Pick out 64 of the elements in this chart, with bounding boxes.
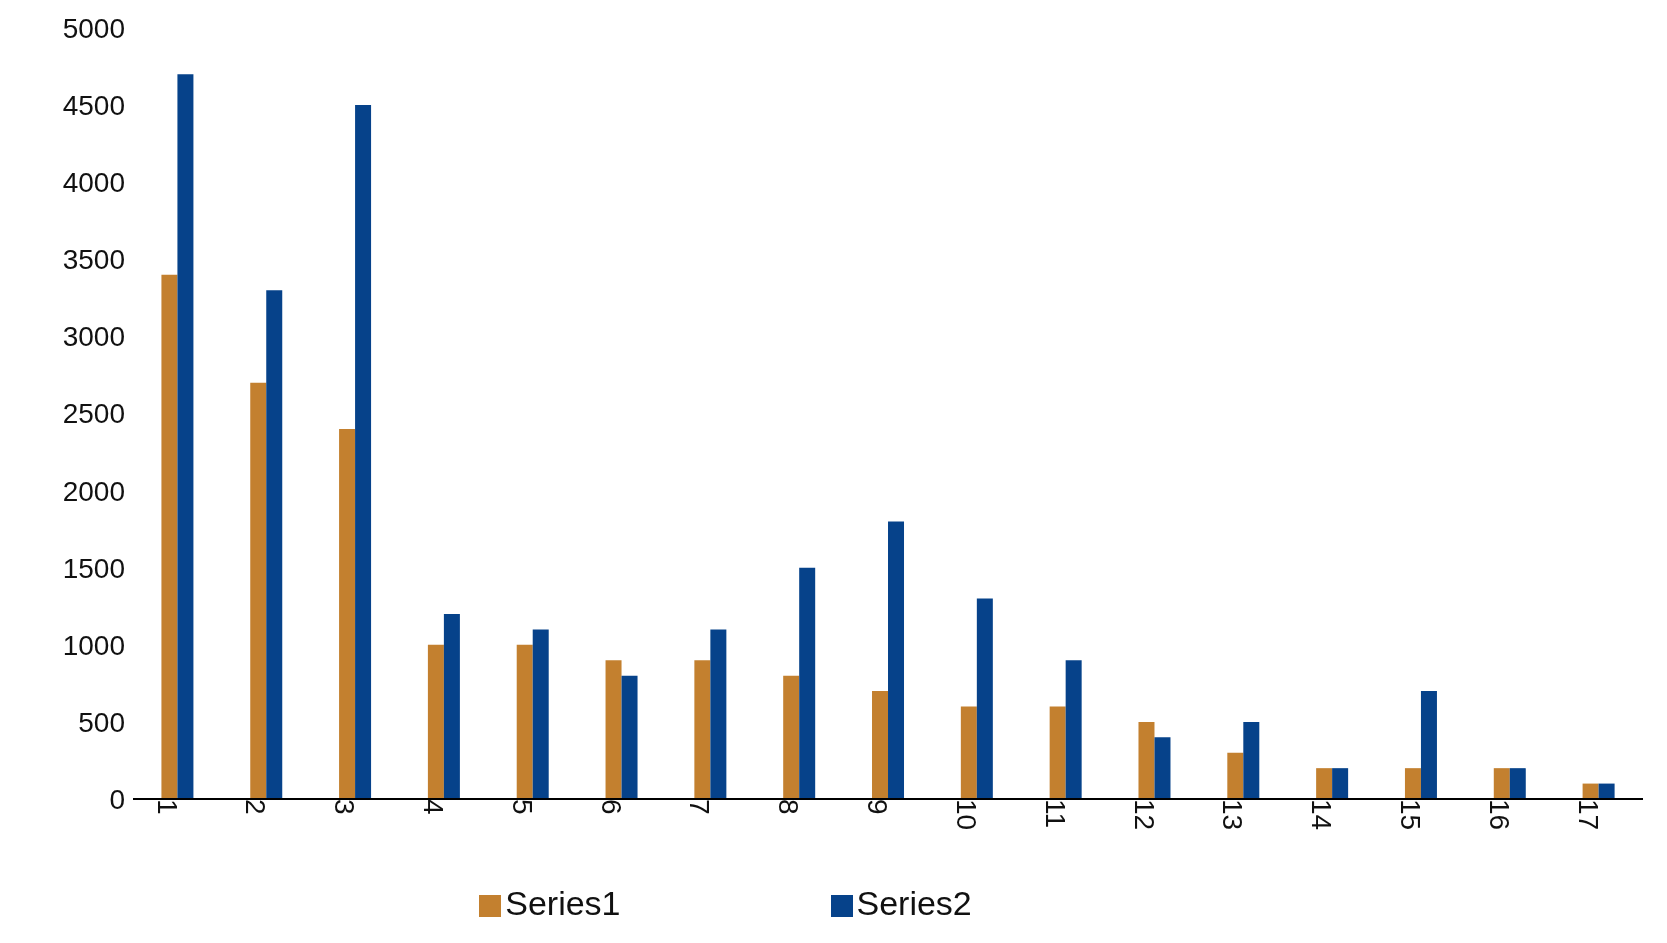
- x-tick-label: 16: [1483, 799, 1515, 831]
- bar: [532, 629, 549, 799]
- bar: [888, 521, 905, 799]
- bar: [1509, 768, 1526, 799]
- y-tick-label: 1000: [62, 629, 125, 661]
- bar: [161, 274, 178, 799]
- x-tick-label: 12: [1128, 799, 1160, 831]
- bar: [427, 644, 444, 799]
- bar: [177, 74, 194, 799]
- x-tick-label: 9: [862, 799, 894, 815]
- bar: [1404, 768, 1421, 799]
- y-tick-label: 3500: [62, 244, 125, 276]
- bar: [1227, 752, 1244, 799]
- legend-label: Series1: [505, 884, 621, 922]
- bar: [1493, 768, 1510, 799]
- legend-label: Series2: [856, 884, 972, 922]
- bar: [1138, 721, 1155, 799]
- y-tick-label: 4000: [62, 167, 125, 199]
- x-tick-label: 6: [595, 799, 627, 815]
- y-tick-label: 2000: [62, 475, 125, 507]
- bar: [621, 675, 638, 799]
- x-tick-label: 2: [240, 799, 272, 815]
- x-tick-label: 14: [1306, 799, 1338, 831]
- x-tick-label: 3: [329, 799, 361, 815]
- x-tick-label: 11: [1039, 799, 1071, 829]
- bar: [1316, 768, 1333, 799]
- bar: [783, 675, 800, 799]
- bar: [266, 290, 283, 799]
- x-tick-label: 1: [151, 799, 183, 815]
- bar: [355, 105, 372, 799]
- bar: [1065, 660, 1082, 799]
- bar: [516, 644, 533, 799]
- bar: [339, 428, 356, 799]
- bar: [250, 382, 267, 799]
- bar: [710, 629, 727, 799]
- bar: [1154, 737, 1171, 799]
- bar: [1598, 783, 1615, 799]
- y-tick-label: 5000: [62, 12, 125, 44]
- y-tick-label: 500: [78, 706, 125, 738]
- bar: [605, 660, 622, 799]
- bar: [799, 567, 816, 799]
- x-tick-label: 4: [418, 799, 449, 815]
- bar: [872, 691, 889, 799]
- y-tick-label: 4500: [62, 90, 125, 122]
- bar: [694, 660, 711, 799]
- y-tick-label: 1500: [62, 552, 125, 584]
- x-tick-label: 15: [1395, 799, 1427, 831]
- bar: [443, 613, 460, 799]
- bar: [1243, 721, 1260, 799]
- bar: [1049, 706, 1066, 799]
- y-tick-label: 2500: [62, 398, 125, 430]
- bar: [1332, 768, 1349, 799]
- x-tick-label: 10: [950, 799, 982, 831]
- bar: [1420, 691, 1437, 799]
- x-tick-label: 13: [1217, 799, 1249, 831]
- x-tick-label: 5: [506, 799, 538, 815]
- bar: [960, 706, 977, 799]
- y-tick-label: 3000: [62, 321, 125, 353]
- x-tick-label: 7: [684, 799, 716, 815]
- bar: [976, 598, 993, 799]
- x-tick-label: 8: [773, 799, 805, 815]
- x-tick-label: 17: [1572, 799, 1604, 831]
- y-tick-label: 0: [109, 783, 125, 815]
- bar: [1582, 783, 1599, 799]
